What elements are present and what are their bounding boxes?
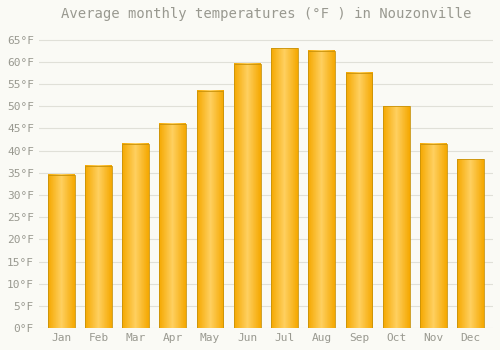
Bar xyxy=(196,91,224,328)
Bar xyxy=(122,144,149,328)
Title: Average monthly temperatures (°F ) in Nouzonville: Average monthly temperatures (°F ) in No… xyxy=(60,7,471,21)
Bar xyxy=(458,160,484,328)
Bar xyxy=(234,64,260,328)
Bar xyxy=(383,106,409,328)
Bar xyxy=(160,124,186,328)
Bar xyxy=(271,49,298,328)
Bar xyxy=(308,51,335,328)
Bar xyxy=(85,166,112,328)
Bar xyxy=(346,73,372,328)
Bar xyxy=(48,175,74,328)
Bar xyxy=(420,144,447,328)
